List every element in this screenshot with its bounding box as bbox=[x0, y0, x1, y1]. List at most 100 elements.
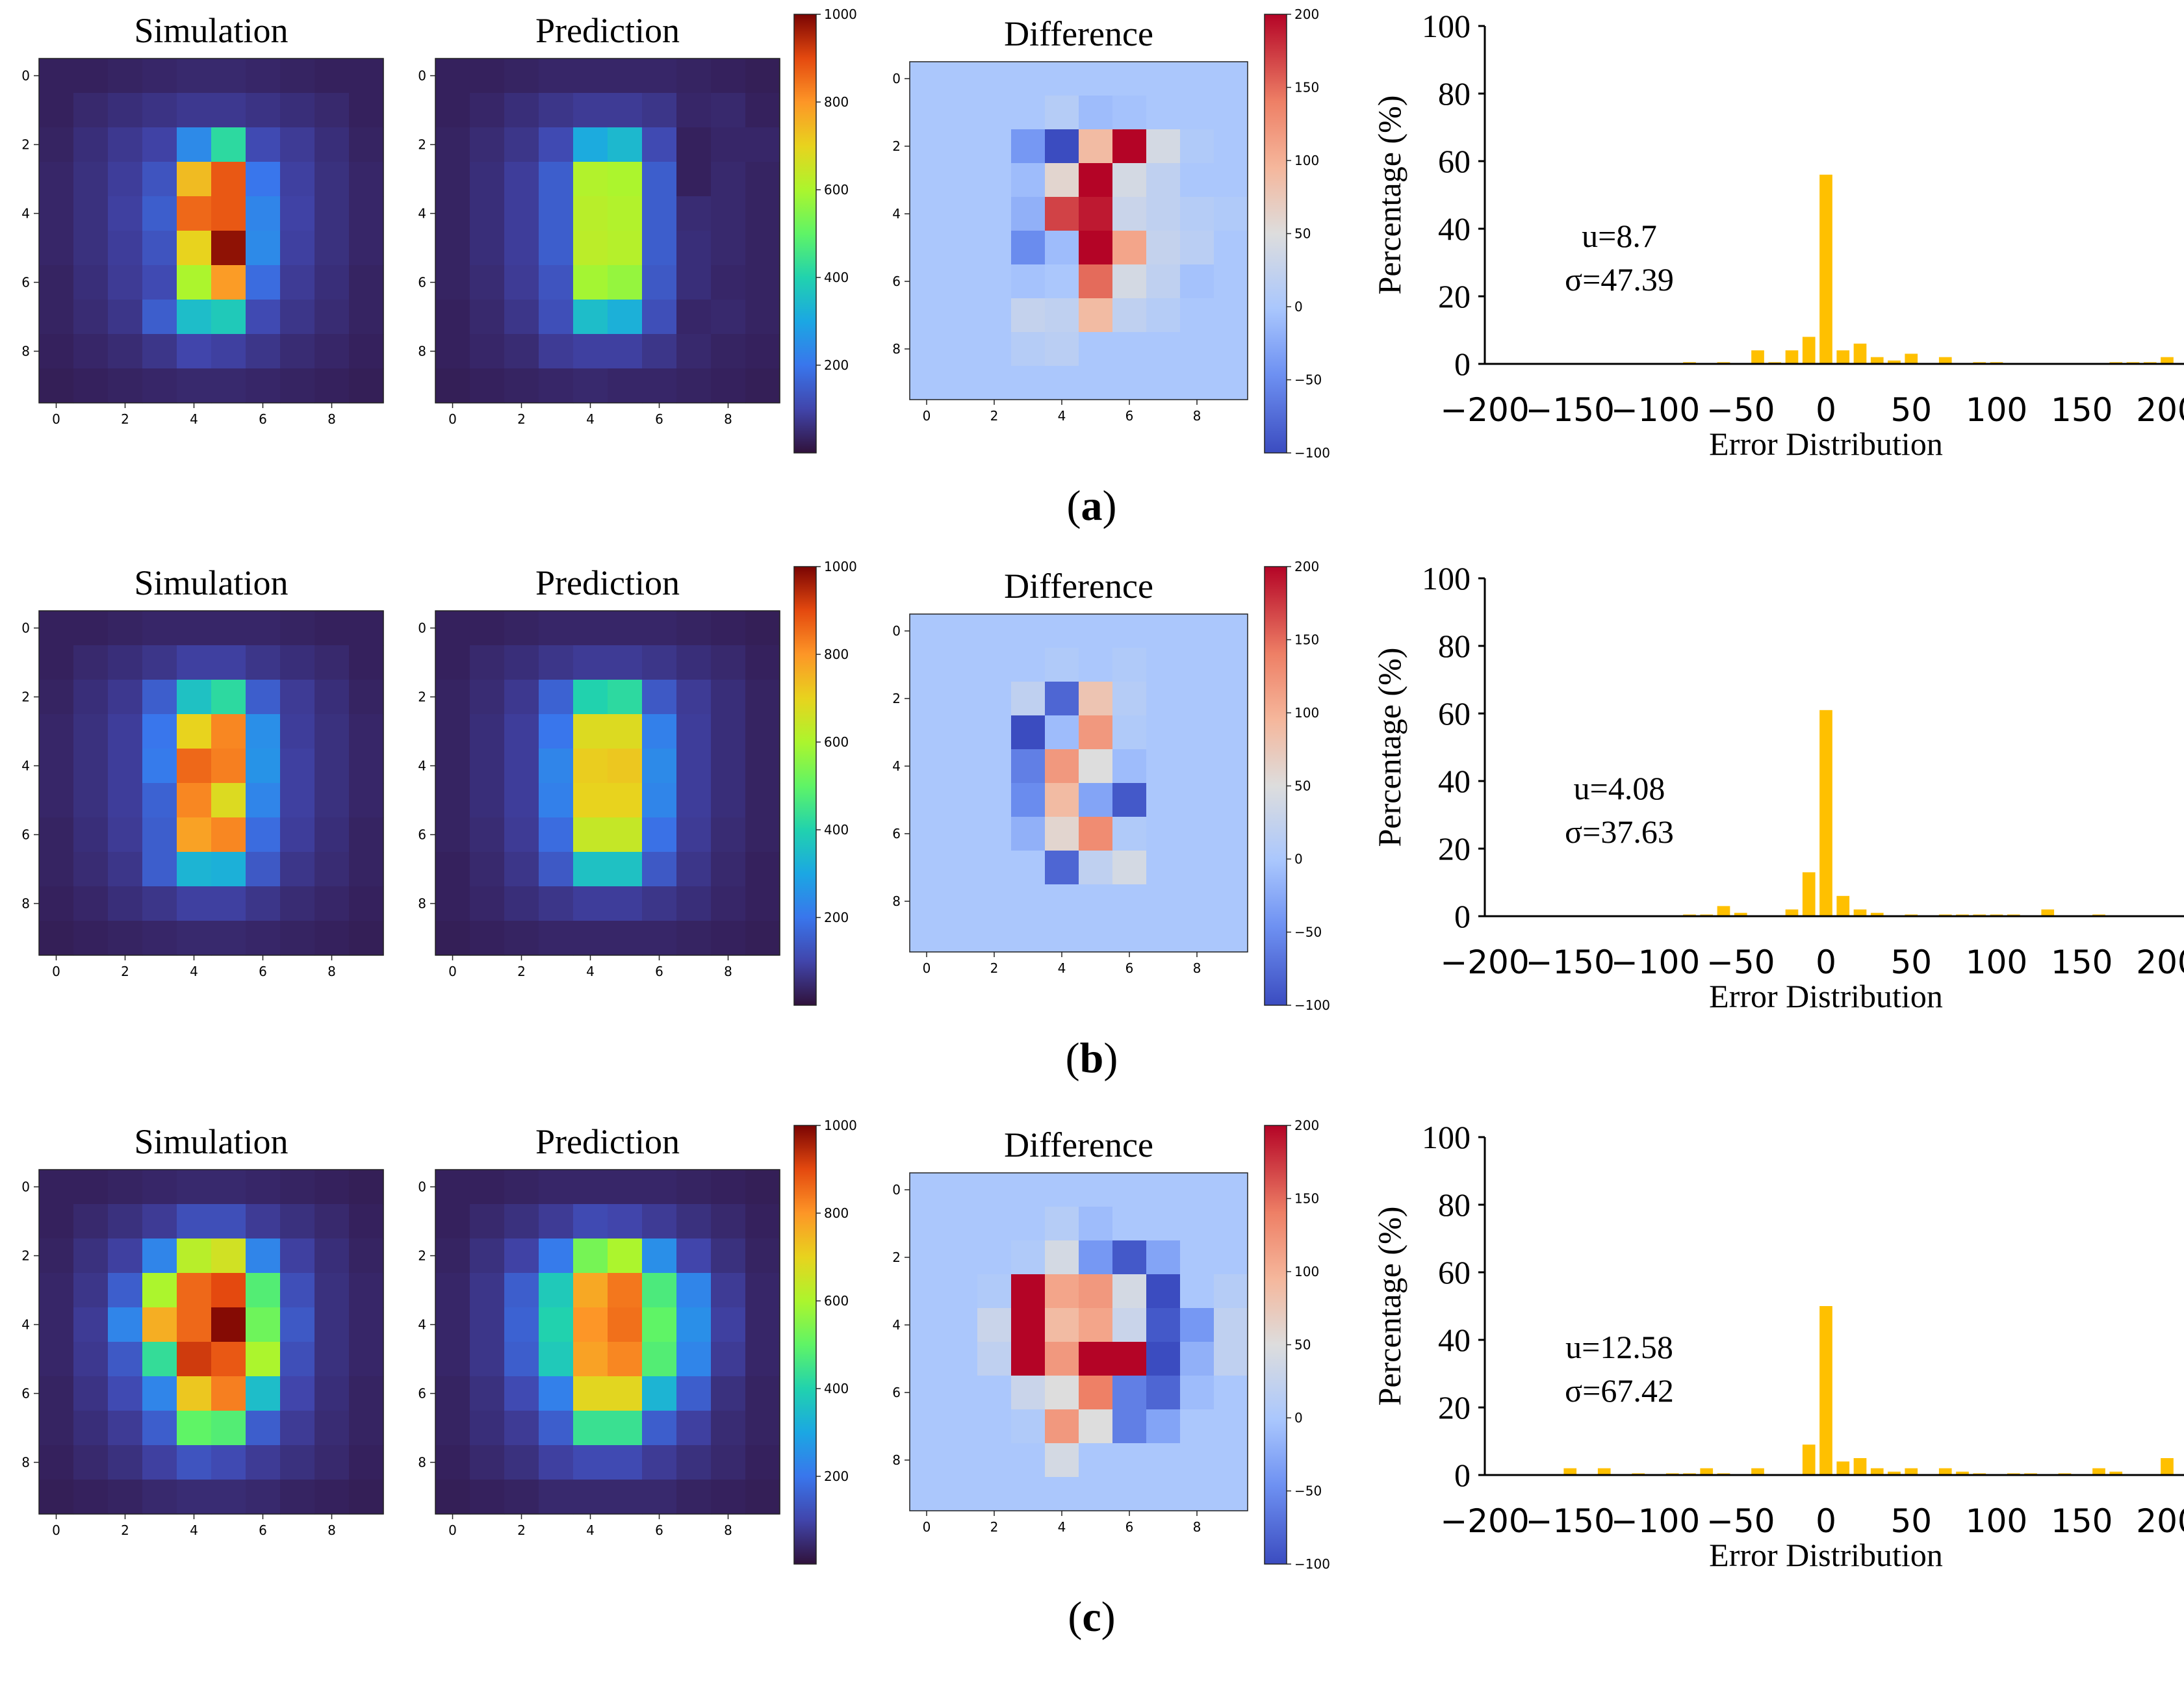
heatmap-cell bbox=[39, 645, 74, 680]
heatmap-cell bbox=[142, 852, 177, 887]
y-tick-label: 2 bbox=[21, 689, 30, 705]
heatmap-difference: 0 0 2 2 4 4 6 6 8 8 bbox=[892, 1172, 1248, 1535]
heatmap-cell bbox=[1214, 197, 1248, 231]
heatmap-cell bbox=[642, 783, 677, 818]
heatmap-cell bbox=[1146, 264, 1181, 299]
heatmap-cell bbox=[142, 1238, 177, 1274]
heatmap-cell bbox=[349, 58, 384, 94]
heatmap-cell bbox=[1011, 1409, 1046, 1444]
x-tick-label: 2 bbox=[990, 1519, 999, 1535]
heatmap-cell bbox=[142, 886, 177, 921]
histogram-bar bbox=[1870, 912, 1884, 916]
x-tick-label: 6 bbox=[259, 1522, 267, 1538]
heatmap-cell bbox=[470, 783, 505, 818]
heatmap-cell bbox=[315, 1376, 350, 1411]
heatmap-cell bbox=[539, 886, 574, 921]
heatmap-cell bbox=[711, 93, 746, 128]
heatmap-cell bbox=[910, 1409, 944, 1444]
heatmap-cell bbox=[1045, 884, 1079, 919]
heatmap-cell bbox=[608, 1204, 643, 1239]
heatmap-cell bbox=[1112, 298, 1147, 333]
heatmap-cell bbox=[211, 645, 246, 680]
heatmap-cell bbox=[642, 921, 677, 956]
heatmap-cell bbox=[470, 1480, 505, 1515]
heatmap-cell bbox=[573, 1238, 608, 1274]
heatmap-cell bbox=[246, 749, 281, 784]
heatmap-cell bbox=[1180, 1477, 1214, 1511]
heatmap-cell bbox=[608, 921, 643, 956]
heatmap-cell bbox=[435, 1411, 470, 1446]
heatmap-cell bbox=[73, 921, 109, 956]
heatmap-cell bbox=[315, 817, 350, 853]
heatmap-cell bbox=[676, 921, 712, 956]
heatmap-cell bbox=[642, 265, 677, 300]
heatmap-cell bbox=[539, 300, 574, 335]
heatmap-cell bbox=[977, 715, 1012, 750]
heatmap-cell bbox=[315, 1170, 350, 1205]
heatmap-cell bbox=[211, 680, 246, 715]
heatmap-cell bbox=[1146, 1477, 1181, 1511]
histogram-bar bbox=[1802, 337, 1816, 364]
heatmap-cell bbox=[539, 1238, 574, 1274]
heatmap-cell bbox=[1079, 197, 1113, 231]
heatmap-cell bbox=[539, 368, 574, 404]
heatmap-cell bbox=[435, 921, 470, 956]
heatmap-cell bbox=[211, 368, 246, 404]
heatmap-cell bbox=[108, 749, 143, 784]
heatmap-cell bbox=[642, 714, 677, 749]
heatmap-cell bbox=[539, 1170, 574, 1205]
histogram-bar bbox=[1956, 1471, 1969, 1475]
y-tick-label: 4 bbox=[892, 758, 901, 774]
heatmap-cell bbox=[315, 645, 350, 680]
heatmap-cell bbox=[211, 1376, 246, 1411]
heatmap-cell bbox=[745, 1445, 780, 1480]
heatmap-cell bbox=[1079, 884, 1113, 919]
x-tick-label: 0 bbox=[923, 408, 931, 424]
heatmap-cell bbox=[1011, 264, 1046, 299]
heatmap-cell bbox=[435, 852, 470, 887]
heatmap-cell bbox=[977, 884, 1012, 919]
heatmap-cell bbox=[315, 611, 350, 646]
heatmap-cell bbox=[910, 197, 944, 231]
histogram-bar bbox=[1751, 350, 1764, 364]
heatmap-cell bbox=[73, 1480, 109, 1515]
y-tick-label: 40 bbox=[1438, 1322, 1471, 1358]
heatmap-cell bbox=[1180, 62, 1214, 96]
heatmap-cell bbox=[108, 58, 143, 94]
heatmap-cell bbox=[1079, 749, 1113, 784]
heatmap-cell bbox=[1180, 817, 1214, 851]
heatmap-cell bbox=[39, 714, 74, 749]
histogram-bar bbox=[1836, 1461, 1850, 1475]
subfigure-label: (a) bbox=[1067, 482, 1117, 530]
heatmap-cell bbox=[1146, 1409, 1181, 1444]
heatmap-cell bbox=[435, 127, 470, 162]
heatmap-cell bbox=[504, 1445, 539, 1480]
heatmap-cell bbox=[1180, 129, 1214, 164]
heatmap-cell bbox=[1045, 264, 1079, 299]
heatmap-cell bbox=[280, 300, 315, 335]
heatmap-cell bbox=[711, 1170, 746, 1205]
heatmap-cell bbox=[177, 783, 212, 818]
heatmap-cell bbox=[745, 714, 780, 749]
heatmap-cell bbox=[1045, 783, 1079, 817]
heatmap-cell bbox=[177, 1238, 212, 1274]
heatmap-cell bbox=[177, 1307, 212, 1342]
heatmap-cell bbox=[1011, 648, 1046, 682]
heatmap-cell bbox=[108, 611, 143, 646]
heatmap-cell bbox=[504, 93, 539, 128]
y-tick-label: 40 bbox=[1438, 763, 1471, 799]
heatmap-cell bbox=[1079, 783, 1113, 817]
heatmap-cell bbox=[39, 1273, 74, 1308]
heatmap-cell bbox=[608, 645, 643, 680]
heatmap-cell bbox=[280, 1342, 315, 1377]
heatmap-cell bbox=[1146, 918, 1181, 953]
heatmap-cell bbox=[1045, 1308, 1079, 1342]
heatmap-cell bbox=[944, 851, 978, 885]
histogram-bar bbox=[1717, 906, 1730, 916]
heatmap-cell bbox=[246, 368, 281, 404]
heatmap-cell bbox=[1180, 197, 1214, 231]
heatmap-cell bbox=[177, 680, 212, 715]
heatmap-cell bbox=[539, 783, 574, 818]
y-tick-label: 100 bbox=[1422, 8, 1471, 44]
colorbar-gradient bbox=[1264, 14, 1287, 454]
